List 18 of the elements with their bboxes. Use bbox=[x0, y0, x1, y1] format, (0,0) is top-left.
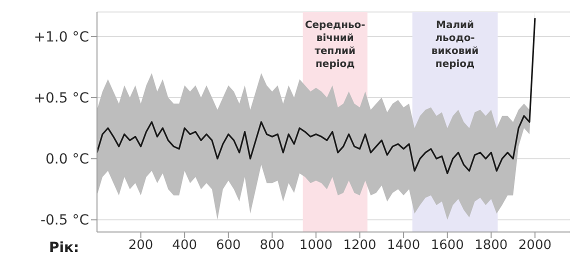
x-tick-label: 200 bbox=[128, 238, 154, 254]
x-tick-label: 1400 bbox=[387, 238, 420, 254]
band-label: Середньо- вічний теплий період bbox=[304, 20, 366, 70]
x-tick-label: 1600 bbox=[430, 238, 464, 254]
x-tick-label: 600 bbox=[216, 238, 241, 254]
x-tick-label: 400 bbox=[172, 238, 198, 254]
line-series bbox=[97, 17, 536, 174]
y-tick-label: -0.5 °C bbox=[40, 212, 90, 229]
x-tick-label: 1800 bbox=[474, 238, 508, 254]
x-tick-label: 1200 bbox=[343, 238, 376, 254]
x-tick-label: 1000 bbox=[299, 238, 333, 254]
y-tick-label: +1.0 °C bbox=[34, 29, 90, 46]
band-label: Малий льодо- виковий період bbox=[431, 20, 479, 70]
y-tick-label: 0.0 °C bbox=[46, 152, 90, 168]
x-tick-label: 800 bbox=[260, 238, 285, 254]
y-tick-label: +0.5 °C bbox=[34, 90, 90, 107]
x-tick-label: 2000 bbox=[518, 238, 552, 254]
x-axis-title: Рік: bbox=[49, 240, 80, 256]
